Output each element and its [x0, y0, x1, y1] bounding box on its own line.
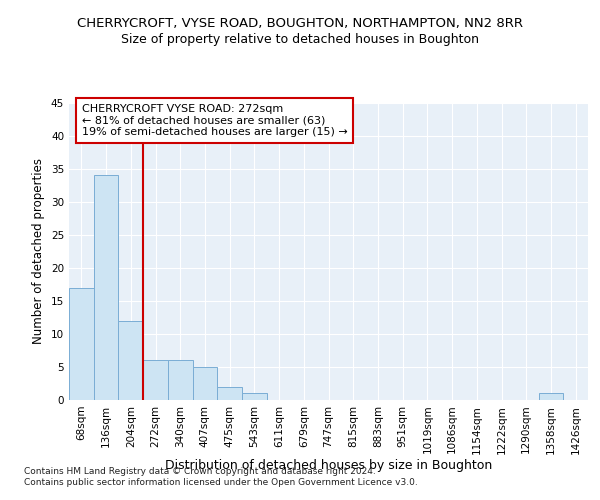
- Text: Size of property relative to detached houses in Boughton: Size of property relative to detached ho…: [121, 32, 479, 46]
- X-axis label: Distribution of detached houses by size in Boughton: Distribution of detached houses by size …: [165, 459, 492, 472]
- Bar: [193, 367, 217, 400]
- Text: CHERRYCROFT, VYSE ROAD, BOUGHTON, NORTHAMPTON, NN2 8RR: CHERRYCROFT, VYSE ROAD, BOUGHTON, NORTHA…: [77, 18, 523, 30]
- Bar: [217, 387, 242, 400]
- Bar: [168, 360, 193, 400]
- Bar: [69, 288, 94, 400]
- Text: Contains HM Land Registry data © Crown copyright and database right 2024.
Contai: Contains HM Land Registry data © Crown c…: [24, 468, 418, 487]
- Bar: [242, 394, 267, 400]
- Bar: [118, 320, 143, 400]
- Bar: [539, 394, 563, 400]
- Text: CHERRYCROFT VYSE ROAD: 272sqm
← 81% of detached houses are smaller (63)
19% of s: CHERRYCROFT VYSE ROAD: 272sqm ← 81% of d…: [82, 104, 347, 137]
- Bar: [143, 360, 168, 400]
- Bar: [94, 175, 118, 400]
- Y-axis label: Number of detached properties: Number of detached properties: [32, 158, 46, 344]
